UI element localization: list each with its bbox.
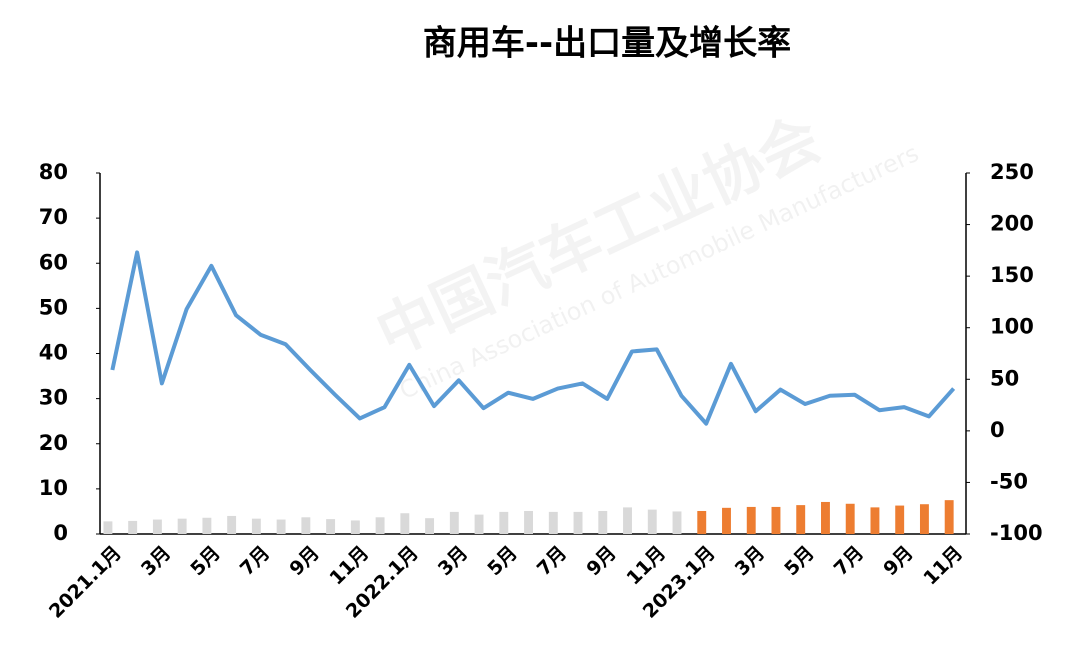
x-tick-label: 5月: [186, 542, 224, 580]
bar: [177, 518, 187, 534]
x-tick-label: 7月: [236, 542, 274, 580]
bar: [301, 517, 311, 534]
y-tick-label: 30: [39, 386, 68, 410]
bar: [499, 511, 509, 534]
y-tick-label: 0: [53, 521, 68, 545]
y2-tick-label: -100: [990, 521, 1043, 545]
bar: [128, 520, 138, 534]
y-tick-label: 40: [39, 341, 68, 365]
bar: [796, 505, 806, 534]
bar: [895, 505, 905, 534]
y2-tick-label: 100: [990, 315, 1034, 339]
y-tick-label: 10: [39, 476, 68, 500]
bar: [276, 519, 286, 534]
bar: [647, 509, 657, 534]
bar: [425, 518, 435, 534]
bar: [598, 510, 608, 534]
x-tick-label: 3月: [434, 542, 472, 580]
bar: [746, 506, 756, 534]
y-tick-label: 20: [39, 431, 68, 455]
bar: [722, 507, 731, 534]
x-tick-label: 9月: [285, 542, 323, 580]
bar: [375, 517, 385, 534]
bar: [103, 521, 113, 534]
watermark: 中国汽车工业协会China Association of Automobile …: [366, 104, 923, 405]
bar: [821, 501, 830, 534]
bar: [845, 503, 855, 534]
bar: [548, 511, 558, 534]
x-tick-label: 5月: [780, 542, 818, 580]
y2-tick-label: 150: [990, 263, 1034, 287]
y-tick-label: 60: [39, 250, 68, 274]
bar: [152, 519, 162, 534]
bar: [697, 510, 707, 534]
bar: [524, 510, 533, 534]
bar: [474, 514, 484, 534]
bar: [672, 511, 682, 534]
x-tick-label: 3月: [731, 542, 769, 580]
x-tick-label: 7月: [830, 542, 868, 580]
y2-tick-label: 200: [990, 212, 1034, 236]
x-tick-label: 3月: [137, 542, 175, 580]
bar: [771, 506, 781, 534]
bar: [350, 520, 360, 534]
bar: [326, 519, 336, 534]
y-tick-label: 50: [39, 295, 68, 319]
bar: [400, 513, 410, 534]
x-tick-label: 5月: [483, 542, 521, 580]
y2-tick-label: -50: [990, 469, 1028, 493]
y-tick-label: 80: [39, 160, 68, 184]
bar: [227, 515, 237, 534]
x-tick-label: 11月: [919, 542, 967, 590]
y2-tick-label: 250: [990, 160, 1034, 184]
bar: [573, 511, 583, 534]
bar: [944, 500, 954, 534]
chart-title: 商用车--出口量及增长率: [423, 24, 791, 64]
y2-tick-label: 0: [990, 418, 1005, 442]
bar: [919, 504, 929, 534]
x-tick-label: 9月: [582, 542, 620, 580]
bar: [449, 511, 459, 534]
x-tick-label: 9月: [879, 542, 917, 580]
bar: [202, 517, 212, 534]
bar: [623, 507, 632, 534]
bar: [251, 518, 261, 534]
bar: [870, 507, 880, 534]
line: [110, 250, 956, 426]
x-tick-label: 2021.1月: [45, 542, 126, 623]
y2-tick-label: 50: [990, 366, 1019, 390]
x-tick-label: 7月: [533, 542, 571, 580]
y-tick-label: 70: [39, 205, 68, 229]
